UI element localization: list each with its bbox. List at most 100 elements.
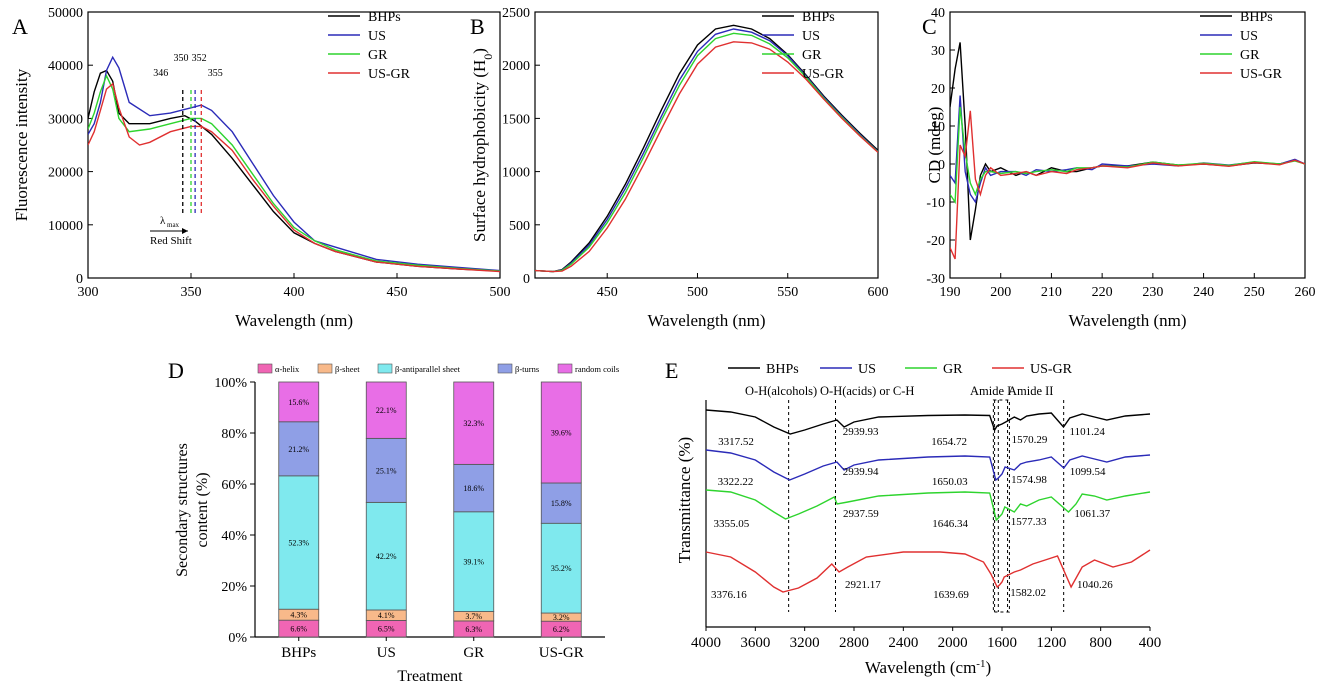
y-tick-label: 40% (221, 529, 247, 544)
y-tick-label: 40 (931, 6, 945, 21)
peak-label: 1570.29 (1012, 434, 1048, 446)
y-tick-label: 0 (76, 272, 83, 287)
x-axis-label: Wavelength (nm) (647, 311, 765, 330)
bar-data-label: 25.1% (376, 466, 397, 475)
peak-label: 3322.22 (718, 476, 754, 488)
x-tick-label: 190 (940, 285, 961, 300)
x-tick-label: 350 (181, 285, 202, 300)
legend-label: US (368, 29, 386, 44)
bar-data-label: 4.1% (378, 611, 395, 620)
legend-label: GR (802, 48, 822, 63)
legend-label: GR (368, 48, 388, 63)
x-tick-label: 210 (1041, 285, 1062, 300)
series-line-us (88, 55, 500, 272)
bar-segment-β-antiparallel-sheet (453, 511, 495, 612)
y-tick-label: 0 (938, 158, 945, 173)
y-tick-label: 10000 (48, 219, 83, 234)
x-tick-label: 200 (990, 285, 1011, 300)
legend-label: GR (943, 362, 963, 377)
legend-swatch (377, 363, 393, 374)
y-tick-label: 2500 (502, 6, 530, 21)
y-tick-label: 1500 (502, 112, 530, 127)
x-tick-label: 220 (1092, 285, 1113, 300)
panel-b: 450 500 550 600 0 500 1000 1500 2000 2500 BHPs US GR… (470, 6, 889, 330)
bar-data-label: 35.2% (551, 564, 572, 573)
legend-label: BHPs (802, 10, 835, 25)
bar-data-label: 6.6% (290, 625, 307, 634)
series-line-gr (950, 106, 1305, 205)
legend-label: US-GR (1240, 67, 1283, 82)
y-tick-label: 20 (931, 82, 945, 97)
x-tick-label: 500 (687, 285, 708, 300)
x-tick-label: 230 (1142, 285, 1163, 300)
panel-letter: B (470, 14, 485, 39)
marker-label: 355 (208, 68, 223, 79)
series-line-bhps (705, 409, 1151, 435)
x-axis-label: Wavelength (nm) (1068, 311, 1186, 330)
x-tick-label: 1600 (987, 635, 1017, 651)
panel-letter: E (665, 358, 678, 383)
x-tick-label: GR (463, 645, 484, 661)
x-tick-label: 3600 (740, 635, 770, 651)
bar-segment-β-antiparallel-sheet (365, 501, 407, 611)
y-axis-label: CD (mdeg) (925, 107, 944, 184)
bar-data-label: 32.3% (463, 419, 484, 428)
legend-swatch (557, 363, 573, 374)
panel-e: E 4000 3600 3200 2800 2400 2000 1600 1200 800 400 B… (665, 358, 1161, 677)
bar-data-label: 39.1% (463, 558, 484, 567)
x-tick-label: 400 (284, 285, 305, 300)
bar-segment-β-turns (453, 463, 495, 513)
x-tick-label: 3200 (790, 635, 820, 651)
x-tick-label: US (377, 645, 396, 661)
x-axis-label: Treatment (397, 668, 463, 685)
region-label: Amide I (970, 384, 1011, 398)
x-tick-label: 2800 (839, 635, 869, 651)
bar-data-label: 52.3% (288, 539, 309, 548)
x-tick-label: 240 (1193, 285, 1214, 300)
red-shift-arrowhead (182, 228, 188, 234)
x-tick-label: 800 (1089, 635, 1112, 651)
bar-data-label: 3.7% (465, 612, 482, 621)
y-tick-label: 1000 (502, 166, 530, 181)
lambda-sub: max (167, 221, 180, 229)
peak-label: 1099.54 (1070, 466, 1106, 478)
bar-data-label: 3.2% (553, 613, 570, 622)
x-tick-label: 1200 (1036, 635, 1066, 651)
y-tick-label: -30 (926, 272, 945, 287)
peak-label: 1654.72 (931, 436, 967, 448)
y-axis-label-line-1: Secondary structures (174, 443, 191, 577)
bar-data-label: 6.2% (553, 625, 570, 634)
panel-d: D 0% 20% 40% 60% 80% 100% 6.6% 4.3% 52.3% 21.2% 15.… (168, 358, 619, 685)
peak-label: 1574.98 (1011, 474, 1047, 486)
x-tick-label: 260 (1295, 285, 1316, 300)
peak-label: 3376.16 (711, 589, 747, 601)
bar-segment-β-antiparallel-sheet (278, 475, 320, 610)
legend-label: β-antiparallel sheet (395, 364, 461, 374)
peak-label: 2939.94 (843, 466, 879, 478)
legend-label: US (858, 362, 876, 377)
plot-frame (949, 11, 1306, 279)
x-tick-label: BHPs (281, 645, 316, 661)
amide-bracket (992, 399, 1010, 613)
y-tick-label: 80% (221, 427, 247, 442)
legend-label: US-GR (368, 67, 411, 82)
bar-segment-random-coils (453, 381, 495, 465)
series-line-us-gr (535, 41, 878, 273)
y-axis-label: Transmittance (%) (675, 437, 694, 563)
x-tick-label: 2400 (888, 635, 918, 651)
bar-segment-β-antiparallel-sheet (540, 522, 582, 614)
legend-swatch (317, 363, 333, 374)
y-axis-label: Surface hydrophobicity (H0) (470, 48, 495, 242)
legend-swatch (257, 363, 273, 374)
panel-c: 190 200 210 220 230 240 250 260 -30 -20 -10 0 10 20 30… (922, 6, 1316, 330)
peak-label: 2937.59 (843, 508, 879, 520)
series-line-us (705, 449, 1151, 482)
legend-label: US (1240, 29, 1258, 44)
x-tick-label: 450 (597, 285, 618, 300)
x-tick-label: 500 (490, 285, 511, 300)
legend-label: US (802, 29, 820, 44)
y-axis-label-line-2: content (%) (194, 472, 211, 547)
y-tick-label: 20% (221, 580, 247, 595)
bar-data-label: 42.2% (376, 552, 397, 561)
